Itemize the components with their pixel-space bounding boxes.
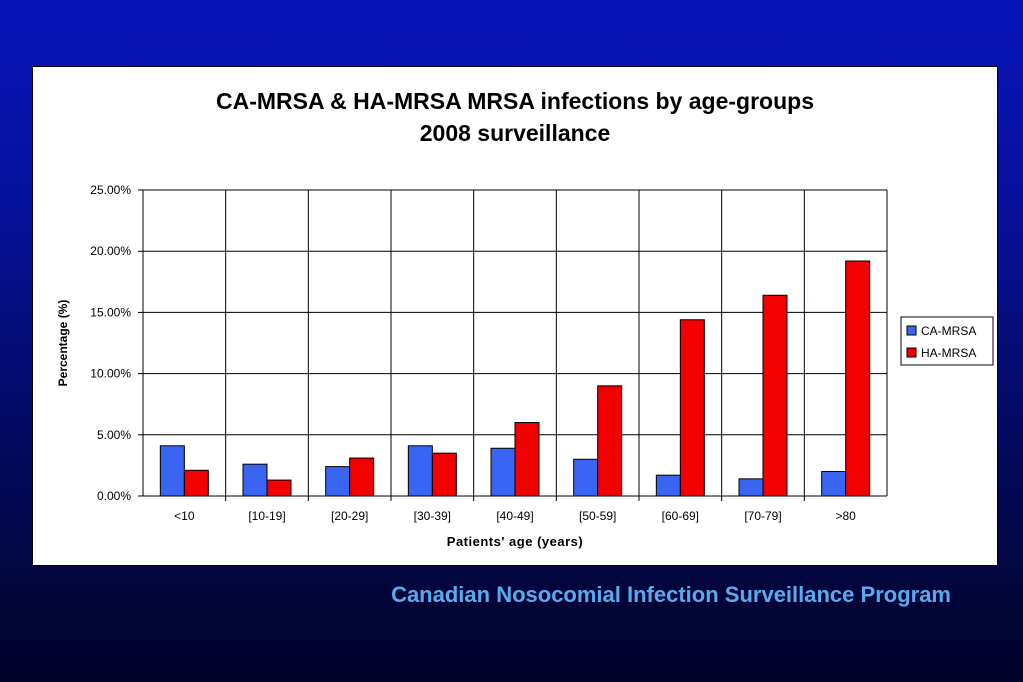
x-tick-label: [40-49] bbox=[496, 509, 533, 523]
legend-label-ha-mrsa: HA-MRSA bbox=[921, 346, 976, 360]
bar-ha-mrsa bbox=[349, 457, 375, 497]
legend-label-ca-mrsa: CA-MRSA bbox=[921, 324, 976, 338]
chart-subtitle: 2008 surveillance bbox=[419, 120, 611, 146]
bar-ha-mrsa bbox=[183, 469, 209, 497]
bar-ha-mrsa bbox=[762, 294, 788, 497]
x-tick-label: [70-79] bbox=[744, 509, 781, 523]
chart-title: CA-MRSA & HA-MRSA MRSA infections by age… bbox=[216, 88, 814, 114]
legend-swatch-ha-mrsa bbox=[906, 347, 917, 358]
bar-ca-mrsa bbox=[738, 478, 764, 497]
legend-swatch-ca-mrsa bbox=[906, 325, 917, 336]
x-tick-label: [10-19] bbox=[248, 509, 285, 523]
bar-ha-mrsa bbox=[266, 479, 292, 497]
y-tick-label: 20.00% bbox=[90, 244, 131, 258]
bar-chart: 0.00% 5.00% 10.00% 15.00% 20.00% 25.00% <10 [10… bbox=[56, 183, 994, 549]
x-tick-label: [60-69] bbox=[662, 509, 699, 523]
bar-ha-mrsa bbox=[845, 260, 871, 497]
x-tick-label: <10 bbox=[174, 509, 195, 523]
y-tick-label: 25.00% bbox=[90, 183, 131, 197]
x-tick-label: >80 bbox=[835, 509, 856, 523]
bar-ca-mrsa bbox=[407, 445, 433, 497]
bar-ca-mrsa bbox=[490, 447, 516, 497]
bar-ha-mrsa bbox=[431, 452, 457, 497]
y-axis-label: Percentage (%) bbox=[56, 300, 70, 387]
y-tick-label: 5.00% bbox=[97, 428, 131, 442]
x-tick-label: [50-59] bbox=[579, 509, 616, 523]
source-caption: Canadian Nosocomial Infection Surveillan… bbox=[391, 582, 951, 607]
y-tick-label: 15.00% bbox=[90, 305, 131, 319]
x-tick-label: [20-29] bbox=[331, 509, 368, 523]
x-axis-label: Patients' age (years) bbox=[447, 534, 583, 549]
bar-ca-mrsa bbox=[159, 445, 185, 497]
bar-ha-mrsa bbox=[514, 422, 540, 497]
bar-ha-mrsa bbox=[679, 319, 705, 497]
x-tick-label: [30-39] bbox=[414, 509, 451, 523]
y-tick-label: 10.00% bbox=[90, 367, 131, 381]
bar-ca-mrsa bbox=[655, 474, 681, 497]
bar-ca-mrsa bbox=[573, 458, 599, 497]
bar-ca-mrsa bbox=[242, 463, 268, 497]
bar-ca-mrsa bbox=[325, 466, 351, 497]
y-tick-label: 0.00% bbox=[97, 489, 131, 503]
chart-panel: CA-MRSA & HA-MRSA MRSA infections by age… bbox=[32, 66, 998, 566]
bar-ha-mrsa bbox=[597, 385, 623, 497]
bar-ca-mrsa bbox=[821, 471, 847, 497]
